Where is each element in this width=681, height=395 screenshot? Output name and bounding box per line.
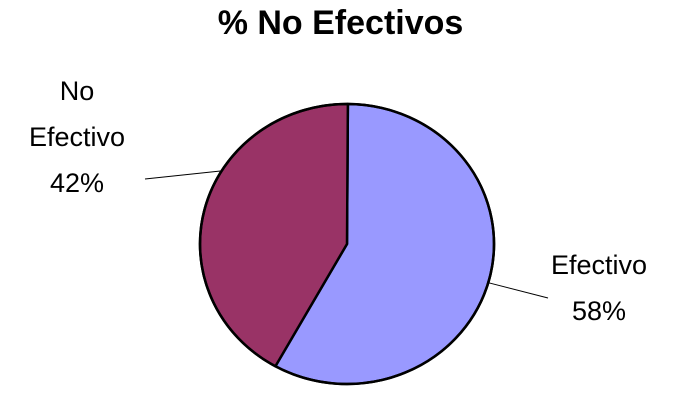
chart-title: % No Efectivos	[217, 4, 464, 42]
leader-line	[488, 282, 549, 299]
data-label-no-efectivo: No Efectivo 42%	[29, 76, 125, 198]
leader-line	[144, 170, 222, 180]
data-label-efectivo: Efectivo 58%	[551, 250, 647, 326]
pie-outline	[198, 102, 496, 386]
